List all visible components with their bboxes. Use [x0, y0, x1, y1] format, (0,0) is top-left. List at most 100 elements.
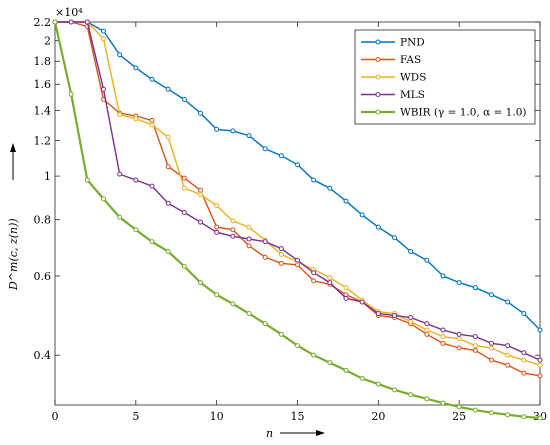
legend-label: PND: [400, 37, 425, 49]
data-point: [84, 177, 90, 183]
data-point: [327, 280, 333, 286]
data-point: [424, 396, 430, 402]
legend-marker: [375, 57, 381, 62]
data-point: [489, 345, 494, 351]
data-point: [198, 219, 203, 225]
data-point: [408, 319, 414, 325]
data-point: [149, 122, 155, 128]
data-point: [262, 146, 268, 152]
data-point: [214, 229, 220, 235]
data-point: [117, 171, 123, 177]
y-tick-label: 1: [44, 170, 51, 183]
data-point: [456, 336, 462, 342]
data-point: [505, 352, 511, 358]
legend-label: WBIR (γ = 1.0, α = 1.0): [400, 107, 526, 119]
data-point: [343, 198, 349, 204]
data-point: [246, 236, 252, 242]
data-point: [408, 315, 414, 321]
x-tick-label: 20: [371, 410, 385, 423]
data-point: [472, 407, 478, 413]
legend: PND FAS WDS MLS WBIR (γ = 1.0, α = 1.0): [354, 29, 536, 125]
x-tick-label: 0: [52, 410, 59, 423]
data-point: [165, 248, 171, 254]
data-point: [214, 224, 220, 230]
data-point: [165, 164, 171, 170]
x-axis-arrowhead: [316, 430, 325, 436]
data-point: [117, 214, 123, 220]
data-point: [262, 321, 268, 327]
data-point: [343, 295, 349, 301]
data-point: [456, 404, 462, 410]
data-point: [311, 270, 317, 276]
legend-label: WDS: [400, 72, 426, 84]
y-tick-label: 0.6: [34, 270, 52, 283]
data-point: [408, 392, 414, 398]
data-point: [278, 251, 284, 257]
data-point: [505, 299, 511, 305]
data-point: [52, 19, 58, 25]
y-tick-label: 1.6: [34, 78, 52, 91]
data-point: [133, 177, 139, 183]
data-point: [521, 370, 527, 376]
data-point: [359, 299, 365, 305]
data-point: [278, 153, 284, 159]
data-point: [101, 36, 106, 42]
data-point: [68, 19, 74, 25]
legend-marker: [375, 109, 381, 115]
data-point: [537, 362, 543, 368]
data-point: [311, 352, 317, 358]
data-point: [262, 254, 268, 260]
x-tick-label: 15: [291, 410, 305, 423]
data-point: [149, 183, 155, 189]
x-tick-label: 10: [210, 410, 224, 423]
data-point: [440, 334, 446, 340]
data-point: [101, 86, 106, 92]
data-point: [133, 227, 139, 233]
data-point: [149, 117, 155, 123]
data-point: [489, 357, 494, 363]
data-point: [327, 185, 333, 191]
data-point: [295, 162, 300, 168]
data-point: [230, 128, 236, 134]
data-point: [440, 340, 446, 346]
data-point: [198, 110, 203, 116]
data-point: [327, 360, 333, 366]
data-point: [359, 212, 365, 218]
data-point: [117, 52, 123, 58]
x-tick-label: 25: [452, 410, 466, 423]
data-point: [181, 263, 187, 269]
data-point: [311, 278, 317, 284]
data-point: [230, 301, 236, 307]
data-point: [489, 292, 494, 298]
data-point: [214, 292, 220, 298]
y-axis-arrowhead: [10, 143, 16, 152]
data-point: [505, 412, 511, 418]
series-lines: [52, 19, 543, 421]
data-point: [133, 65, 139, 71]
legend-label: MLS: [400, 89, 425, 101]
data-point: [198, 187, 203, 193]
data-point: [149, 239, 155, 245]
data-point: [424, 327, 430, 333]
data-point: [198, 280, 203, 286]
data-point: [392, 313, 397, 319]
data-point: [278, 331, 284, 337]
data-point: [537, 373, 543, 379]
data-point: [472, 285, 478, 291]
data-point: [278, 246, 284, 252]
data-point: [149, 76, 155, 82]
data-point: [456, 345, 462, 351]
data-point: [489, 340, 494, 346]
data-point: [456, 331, 462, 337]
data-point: [521, 414, 527, 420]
x-axis-label: n: [266, 427, 273, 440]
data-point: [521, 350, 527, 356]
y-axis-label: D^m(c, z(n)): [7, 218, 20, 291]
y-tick-label: 1.2: [34, 134, 52, 147]
data-point: [440, 400, 446, 406]
legend-marker: [375, 74, 381, 80]
data-point: [375, 224, 381, 230]
data-point: [440, 273, 446, 279]
data-point: [262, 239, 268, 245]
